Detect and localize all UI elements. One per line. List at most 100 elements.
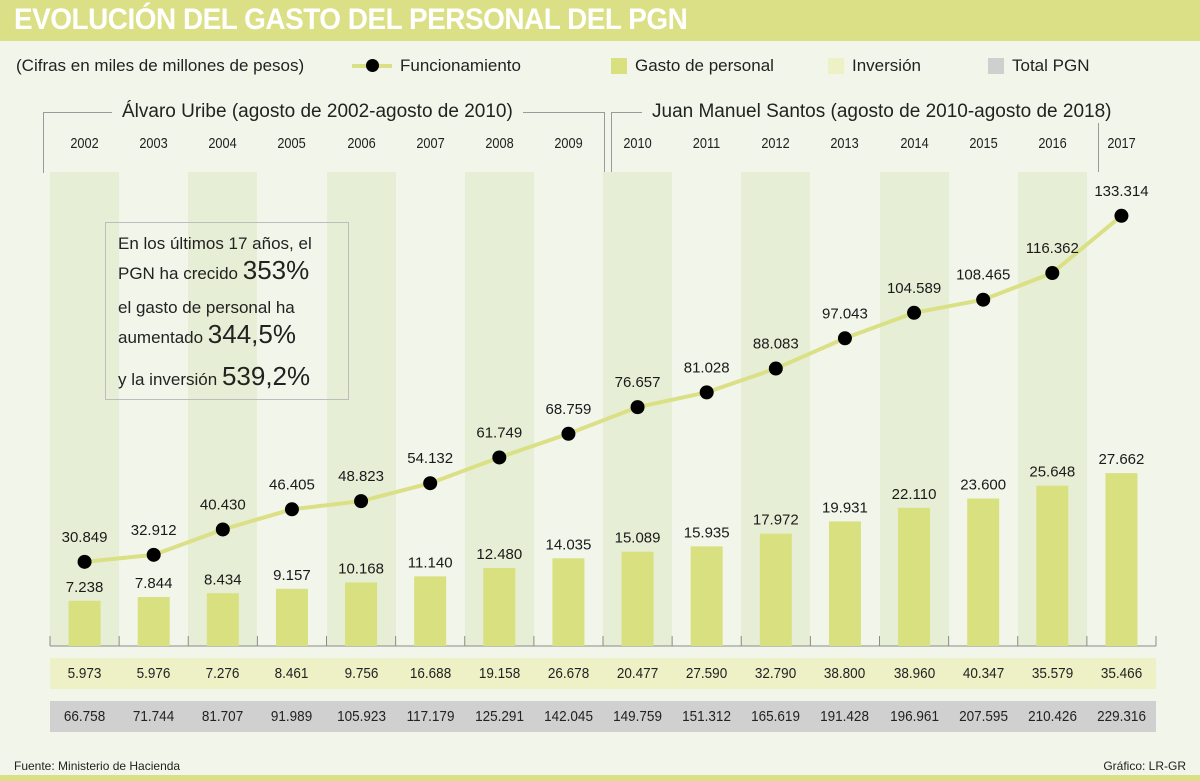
year-tick-label: 2003 xyxy=(139,135,168,152)
bar-value-label: 12.480 xyxy=(476,546,522,563)
period-bracket-santos: Juan Manuel Santos (agosto de 2010-agost… xyxy=(611,101,1122,173)
line-point xyxy=(146,547,161,562)
bar-gasto-personal xyxy=(275,588,308,646)
line-value-label: 30.849 xyxy=(62,529,108,546)
bar-gasto-personal xyxy=(898,507,931,646)
total-pgn-value: 125.291 xyxy=(474,708,524,725)
year-tick-label: 2008 xyxy=(485,135,514,152)
year-tick-label: 2012 xyxy=(761,135,790,152)
line-value-label: 68.759 xyxy=(545,401,591,418)
year-tick-label: 2013 xyxy=(830,135,860,152)
line-value-label: 104.589 xyxy=(887,280,941,297)
bar-value-label: 7.238 xyxy=(66,579,104,596)
summary-box: En los últimos 17 años, el PGN ha crecid… xyxy=(105,222,349,400)
total-pgn-value: 165.619 xyxy=(751,708,801,725)
line-point xyxy=(907,305,922,320)
line-value-label: 76.657 xyxy=(615,374,661,391)
bar-gasto-personal xyxy=(68,600,101,646)
line-value-label: 133.314 xyxy=(1094,183,1148,200)
year-tick-label: 2009 xyxy=(554,135,583,152)
bar-value-label: 7.844 xyxy=(135,575,173,592)
source-note: Fuente: Ministerio de Hacienda xyxy=(14,759,181,773)
year-tick-label: 2017 xyxy=(1107,135,1136,152)
bar-value-label: 17.972 xyxy=(753,512,799,529)
year-tick-label: 2011 xyxy=(692,135,721,152)
inversion-value: 35.466 xyxy=(1100,665,1143,682)
bar-gasto-personal xyxy=(345,582,378,646)
total-pgn-value: 191.428 xyxy=(820,708,870,725)
total-pgn-value: 196.961 xyxy=(889,708,939,725)
legend-label: Gasto de personal xyxy=(635,56,774,75)
line-value-label: 46.405 xyxy=(269,476,315,493)
inversion-value: 5.973 xyxy=(67,665,102,682)
column-stripe xyxy=(326,172,396,646)
bar-gasto-personal xyxy=(621,551,654,646)
line-point xyxy=(492,450,507,465)
year-tick-label: 2006 xyxy=(346,135,376,152)
column-stripe xyxy=(188,172,258,646)
line-value-label: 88.083 xyxy=(753,336,799,353)
bottom-bar xyxy=(0,775,1200,781)
legend-inversion: Inversión xyxy=(828,56,921,76)
inversion-value: 27.590 xyxy=(686,665,728,682)
line-value-label: 61.749 xyxy=(476,424,522,441)
line-value-label: 116.362 xyxy=(1026,240,1079,257)
bar-gasto-personal xyxy=(828,521,861,646)
year-tick-label: 2015 xyxy=(968,135,998,152)
line-point xyxy=(423,476,438,491)
inversion-value: 19.158 xyxy=(478,665,520,682)
total-pgn-value: 81.707 xyxy=(202,708,244,725)
inversion-value: 9.756 xyxy=(344,665,378,682)
line-value-label: 97.043 xyxy=(822,305,868,322)
year-tick-label: 2016 xyxy=(1038,135,1067,152)
line-point xyxy=(354,494,369,509)
total-pgn-value: 66.758 xyxy=(63,708,106,725)
bar-value-label: 15.089 xyxy=(615,530,661,547)
inversion-value: 32.790 xyxy=(755,665,797,682)
summary-line: En los últimos 17 años, el xyxy=(118,234,312,253)
pgn-growth-value: 353% xyxy=(242,255,310,285)
line-value-label: 40.430 xyxy=(200,496,246,513)
inversion-value: 35.579 xyxy=(1031,665,1073,682)
bar-gasto-personal xyxy=(206,593,239,646)
bar-gasto-personal xyxy=(137,596,170,646)
line-point xyxy=(1045,266,1060,281)
bar-value-label: 8.434 xyxy=(204,571,242,588)
summary-text: aumentado xyxy=(118,328,208,347)
line-point xyxy=(630,400,645,415)
summary-text: PGN ha crecido xyxy=(118,264,243,283)
legend-label: Inversión xyxy=(852,56,921,75)
year-tick-label: 2007 xyxy=(415,135,445,152)
year-tick-label: 2004 xyxy=(208,135,237,152)
line-point xyxy=(768,361,783,376)
units-note: (Cifras en miles de millones de pesos) xyxy=(16,56,305,75)
bar-value-label: 15.935 xyxy=(684,524,730,541)
period-label: Juan Manuel Santos (agosto de 2010-agost… xyxy=(642,101,1122,123)
line-value-label: 48.823 xyxy=(338,468,384,485)
chart-title: EVOLUCIÓN DEL GASTO DEL PERSONAL DEL PGN xyxy=(14,3,688,36)
bar-gasto-personal xyxy=(1105,473,1138,646)
summary-text: y la inversión xyxy=(118,370,222,389)
line-point xyxy=(1114,208,1129,223)
line-value-label: 81.028 xyxy=(684,359,730,376)
line-point xyxy=(561,426,576,441)
inversion-value: 20.477 xyxy=(616,665,659,682)
total-pgn-value: 117.179 xyxy=(406,708,455,725)
line-point xyxy=(77,554,92,569)
year-tick-label: 2005 xyxy=(277,135,307,152)
inversion-row: 5.973 5.976 7.276 8.461 9.756 16.688 19.158 26.… xyxy=(50,658,1156,689)
column-stripe xyxy=(395,172,465,646)
bar-gasto-personal xyxy=(967,498,1000,646)
bar-value-label: 11.140 xyxy=(408,554,453,571)
line-point xyxy=(215,522,230,537)
bar-gasto-personal xyxy=(414,576,447,646)
line-funcionamiento xyxy=(84,214,1123,564)
bar-value-label: 10.168 xyxy=(338,560,384,577)
inversion-value: 26.678 xyxy=(547,665,590,682)
total-pgn-value: 229.316 xyxy=(1097,708,1146,725)
bar-value-label: 14.035 xyxy=(545,536,591,553)
bar-value-label: 25.648 xyxy=(1029,464,1075,481)
year-tick-label: 2010 xyxy=(623,135,652,152)
total-pgn-value: 105.923 xyxy=(336,708,386,725)
